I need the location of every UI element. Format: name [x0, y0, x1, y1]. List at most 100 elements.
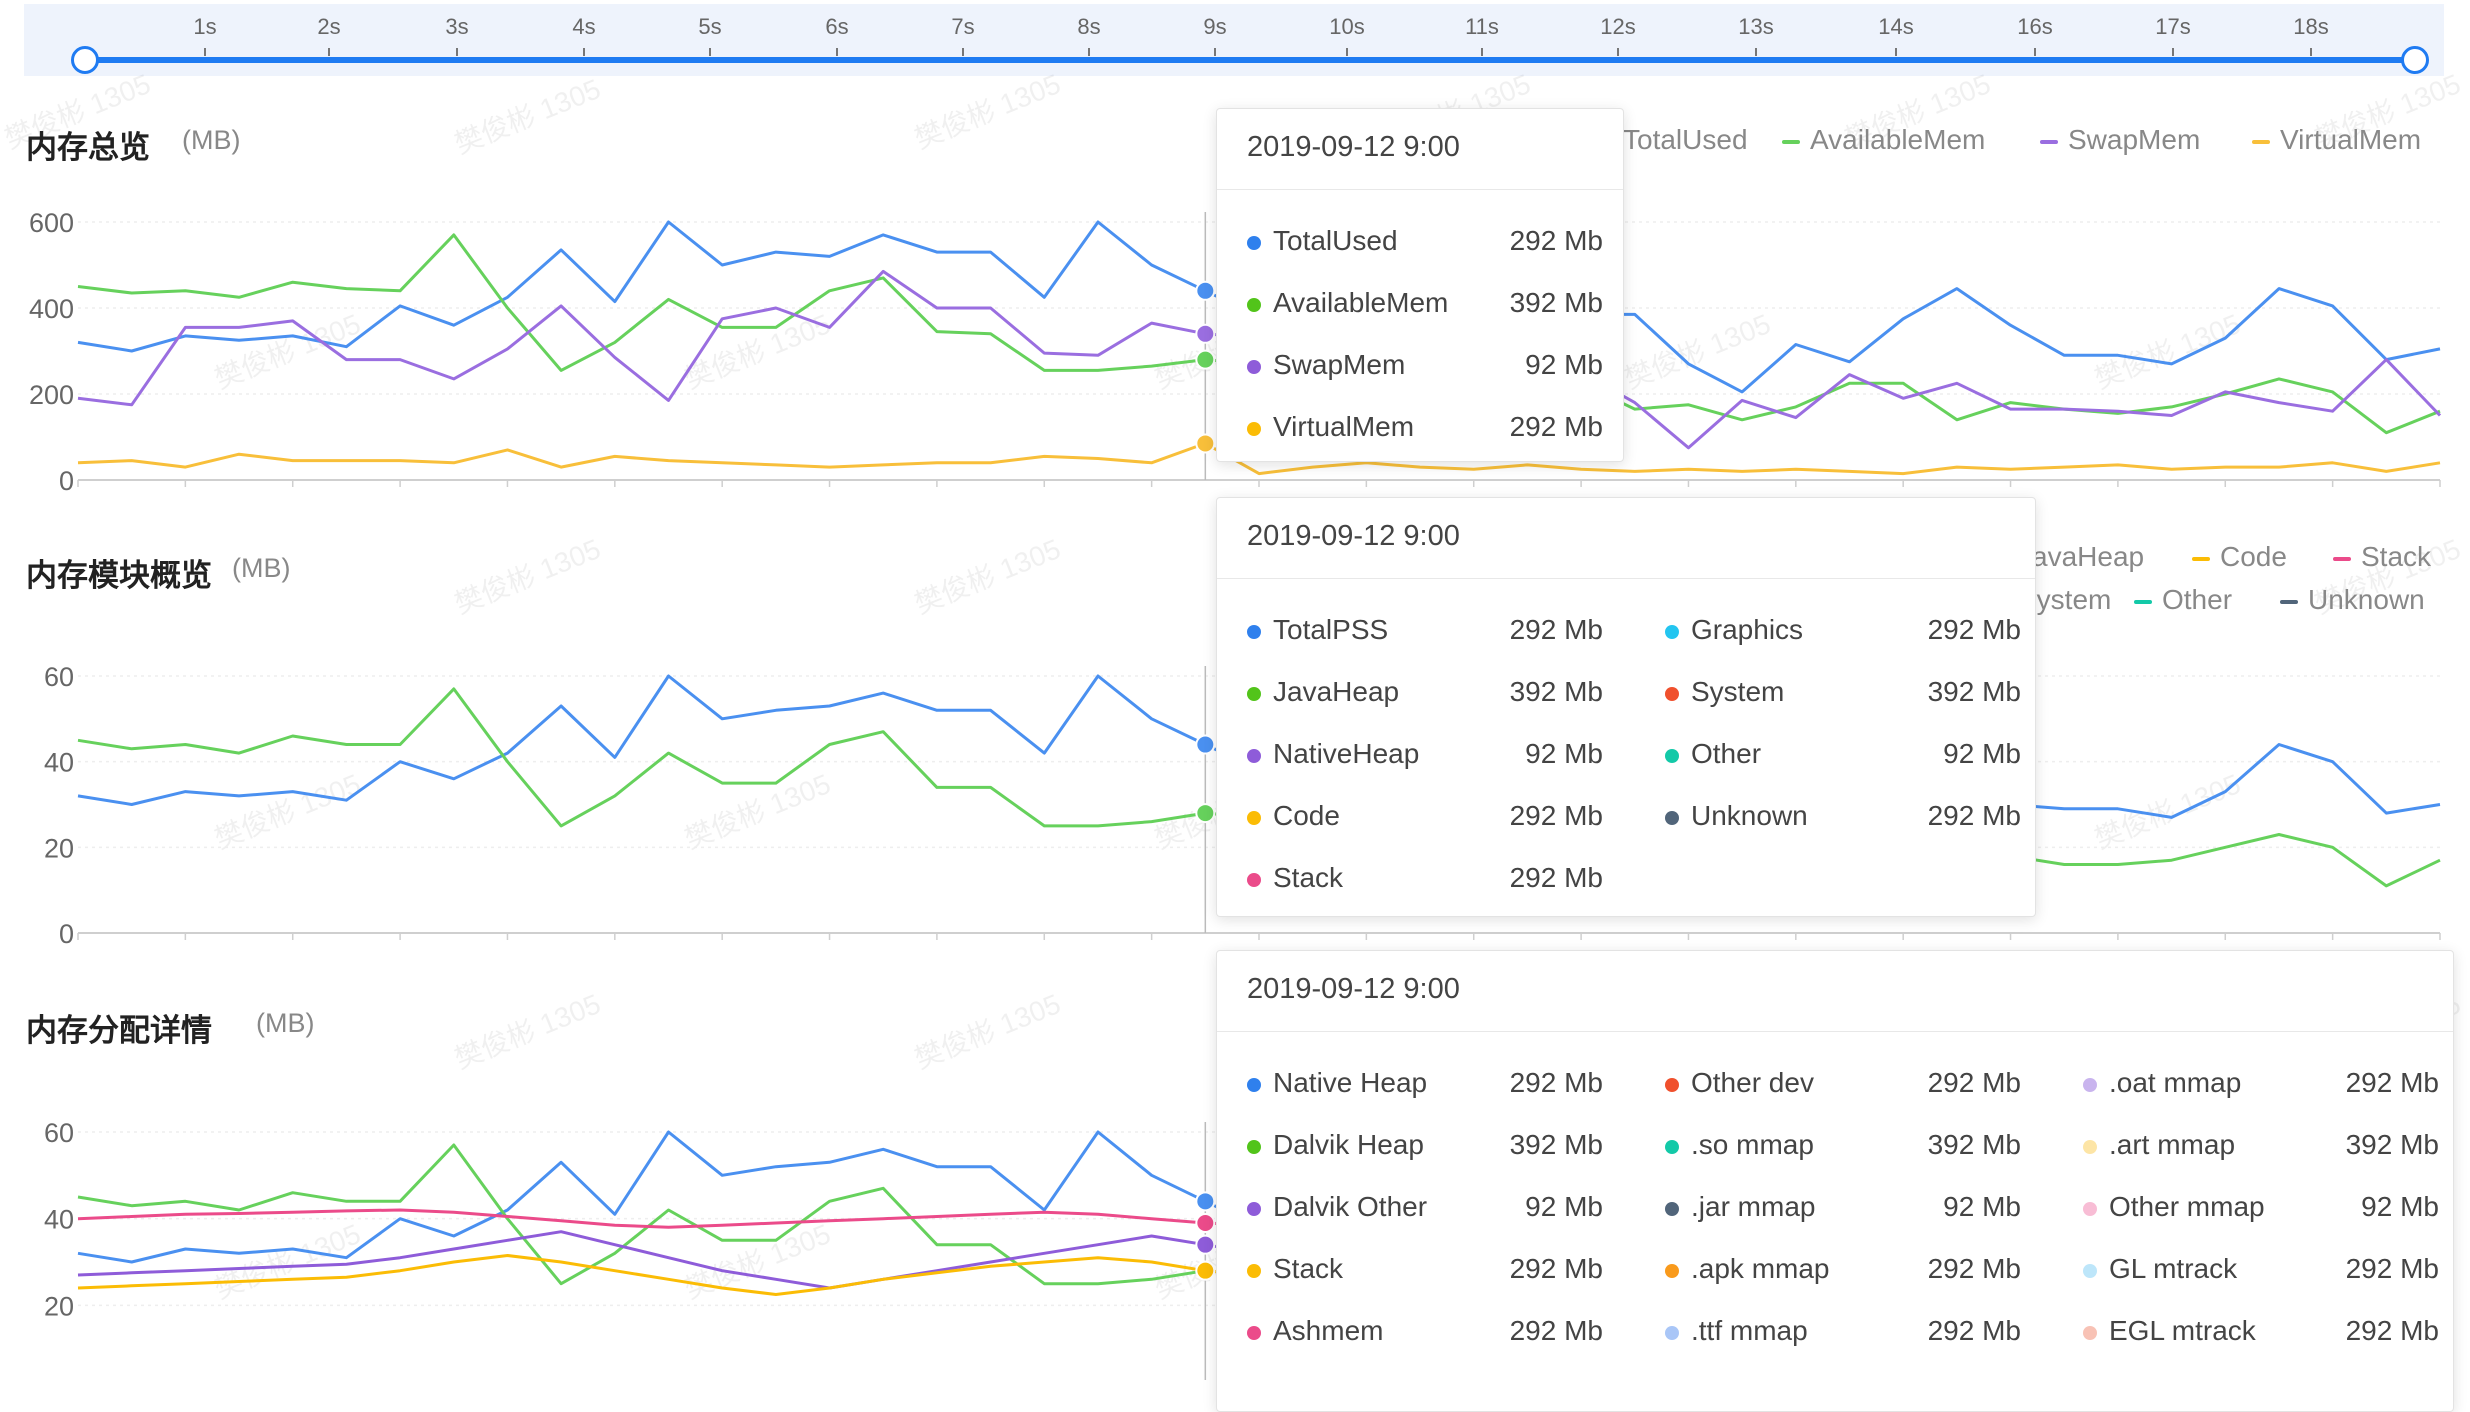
legend-item-totalused[interactable]: TotalUsed	[1595, 124, 1748, 156]
hover-point-ashmem	[1195, 1213, 1216, 1233]
timeline-start-handle[interactable]	[71, 46, 99, 74]
tooltip-series-dot	[1665, 1078, 1679, 1092]
tooltip-row: .oat mmap 292 Mb	[2083, 1067, 2470, 1107]
tooltip-series-value: 392 Mb	[1927, 676, 2021, 707]
hover-point-virtualmem	[1195, 433, 1216, 454]
tooltip-series-dot	[1665, 1264, 1679, 1278]
tooltip-series-dot	[2083, 1264, 2097, 1278]
timeline-scrubber[interactable]: 1s 2s 3s 4s 5s 6s 7s 8s 9s 10s 11s 12s 13s 14s 16s 17s 1…	[24, 4, 2444, 76]
legend-item-swapmem[interactable]: SwapMem	[2040, 124, 2200, 156]
tooltip-row: .art mmap 392 Mb	[2083, 1129, 2470, 1169]
tooltip-series-dot	[1247, 236, 1261, 250]
tooltip-series-dot	[1247, 625, 1261, 639]
legend-label: Other	[2162, 584, 2233, 615]
tooltip-series-name: .art mmap	[2109, 1129, 2236, 1160]
legend-swatch	[2280, 599, 2298, 604]
tooltip-row: Other 92 Mb	[1665, 738, 2063, 778]
timeline-tick-label: 4s	[572, 14, 596, 39]
tooltip-row: Dalvik Other 92 Mb	[1247, 1191, 1645, 1231]
tooltip-series-value: 292 Mb	[1927, 1067, 2021, 1098]
timeline-tick-mark	[709, 48, 711, 56]
tooltip-series-name: Unknown	[1691, 800, 1808, 831]
hover-point-availablemem	[1195, 349, 1216, 370]
tooltip-divider	[1217, 578, 2035, 579]
legend-label: Stack	[2361, 541, 2432, 572]
legend-label: JavaHeap	[2018, 541, 2145, 572]
legend-item-code[interactable]: Code	[2192, 541, 2287, 573]
hover-point-javaheap	[1195, 803, 1216, 824]
tooltip-row: .ttf mmap 292 Mb	[1665, 1315, 2063, 1355]
tooltip-series-value: 292 Mb	[1509, 1067, 1603, 1098]
tooltip-series-value: 292 Mb	[1927, 614, 2021, 645]
timeline-tick-mark	[836, 48, 838, 56]
legend-item-virtualmem[interactable]: VirtualMem	[2252, 124, 2421, 156]
y-tick-label: 400	[29, 294, 74, 324]
timeline-tick-mark	[1088, 48, 1090, 56]
tooltip-series-dot	[1247, 1140, 1261, 1154]
tooltip-series-value: 292 Mb	[2345, 1067, 2439, 1098]
tooltip-series-value: 392 Mb	[1509, 676, 1603, 707]
tooltip-series-name: Other	[1691, 738, 1762, 769]
tooltip-series-value: 92 Mb	[1525, 1191, 1603, 1222]
timeline-end-handle[interactable]	[2401, 46, 2429, 74]
tooltip-series-value: 292 Mb	[1927, 1315, 2021, 1346]
legend-swatch	[1782, 139, 1800, 144]
y-tick-label: 200	[29, 380, 74, 410]
tooltip-series-dot	[2083, 1326, 2097, 1340]
tooltip-series-name: Stack	[1273, 862, 1344, 893]
legend-item-unknown[interactable]: Unknown	[2280, 584, 2425, 616]
timeline-tick-label: 3s	[445, 14, 469, 39]
legend-label: VirtualMem	[2280, 124, 2422, 155]
y-tick-label: 600	[29, 208, 74, 238]
legend-item-stack[interactable]: Stack	[2333, 541, 2431, 573]
timeline-tick-label: 2s	[317, 14, 341, 39]
timeline-tick-label: 6s	[825, 14, 849, 39]
timeline-tick-mark	[456, 48, 458, 56]
y-tick-label: 20	[44, 833, 74, 863]
tooltip-series-value: 292 Mb	[2345, 1315, 2439, 1346]
hover-point-totalused	[1195, 280, 1216, 301]
tooltip-series-value: 92 Mb	[1525, 738, 1603, 769]
hover-point-stack	[1195, 1260, 1216, 1281]
tooltip-series-value: 292 Mb	[1927, 800, 2021, 831]
section-unit-allocation-detail: (MB)	[256, 1008, 315, 1038]
y-tick-label: 0	[59, 919, 74, 949]
tooltip-series-value: 392 Mb	[1509, 287, 1603, 318]
legend-swatch	[2192, 556, 2210, 561]
legend-swatch	[2040, 139, 2058, 144]
legend-item-availablemem[interactable]: AvailableMem	[1782, 124, 1985, 156]
tooltip-series-dot	[1665, 1326, 1679, 1340]
legend-swatch	[2134, 599, 2152, 604]
tooltip-series-name: .apk mmap	[1691, 1253, 1830, 1284]
tooltip-row: Native Heap 292 Mb	[1247, 1067, 1645, 1107]
legend-label: AvailableMem	[1810, 124, 1986, 155]
timeline-tick-label: 17s	[2155, 14, 2191, 39]
tooltip-series-dot	[1665, 749, 1679, 763]
legend-item-other[interactable]: Other	[2134, 584, 2232, 616]
timeline-tick-mark	[328, 48, 330, 56]
timeline-tick-label: 18s	[2293, 14, 2329, 39]
timeline-tick-label: 1s	[193, 14, 217, 39]
tooltip-series-value: 392 Mb	[2345, 1129, 2439, 1160]
tooltip-row: Other dev 292 Mb	[1665, 1067, 2063, 1107]
timeline-tick-mark	[1214, 48, 1216, 56]
tooltip-row: Dalvik Heap 392 Mb	[1247, 1129, 1645, 1169]
section-title-allocation-detail: 内存分配详情	[26, 1013, 212, 1048]
tooltip-series-name: Stack	[1273, 1253, 1344, 1284]
tooltip-row: Stack 292 Mb	[1247, 862, 1645, 902]
timeline-tick-label: 13s	[1738, 14, 1774, 39]
tooltip-series-value: 392 Mb	[1509, 1129, 1603, 1160]
legend-label: SwapMem	[2068, 124, 2201, 155]
tooltip-series-name: JavaHeap	[1273, 676, 1400, 707]
y-tick-label: 60	[44, 1118, 74, 1148]
tooltip-divider	[1217, 1031, 2453, 1032]
tooltip-title: 2019-09-12 9:00	[1247, 520, 1460, 552]
timeline-tick-mark	[1346, 48, 1348, 56]
tooltip-row: EGL mtrack 292 Mb	[2083, 1315, 2470, 1355]
tooltip-series-value: 92 Mb	[1943, 1191, 2021, 1222]
tooltip-series-dot	[1247, 1202, 1261, 1216]
timeline-range-track[interactable]	[84, 57, 2414, 63]
tooltip-allocation-detail: 2019-09-12 9:00 Native Heap 292 Mb Dalvik …	[1216, 950, 2454, 1412]
timeline-tick-label: 7s	[951, 14, 975, 39]
tooltip-series-value: 292 Mb	[1509, 225, 1603, 256]
